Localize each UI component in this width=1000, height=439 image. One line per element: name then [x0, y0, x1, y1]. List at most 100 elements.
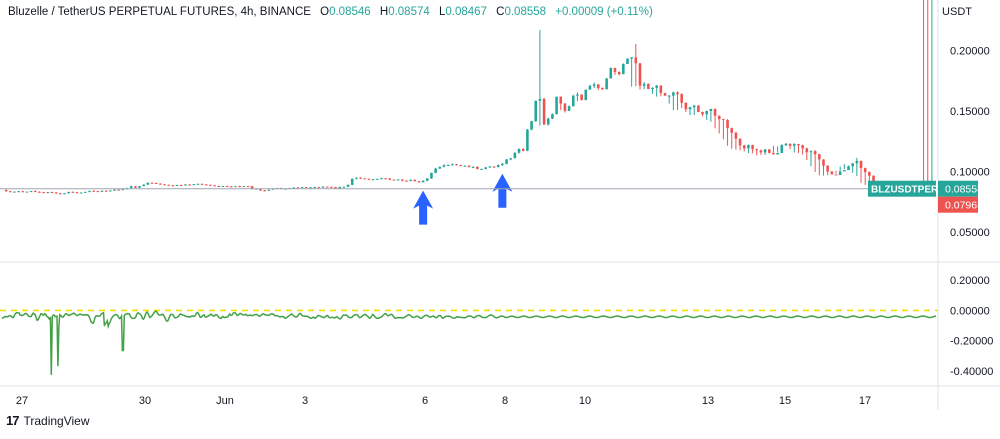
candle-body	[238, 186, 241, 188]
candle-body	[705, 110, 709, 115]
candle-body	[396, 179, 400, 181]
candle-body	[596, 84, 600, 88]
price-tag-value-bg	[938, 180, 978, 197]
candle-body	[767, 149, 771, 153]
candle-body	[355, 177, 358, 179]
candle-body	[809, 151, 813, 153]
candle-body	[263, 190, 266, 192]
candle-body	[826, 165, 829, 172]
candle-body	[8, 191, 12, 193]
candle-body	[863, 168, 867, 172]
candle-body	[4, 190, 8, 192]
candle-body	[463, 165, 467, 167]
candle-body	[784, 143, 788, 146]
price-tag-label: BLZUSDTPERP	[871, 185, 945, 196]
candle-body	[797, 144, 800, 146]
x-tick-label: 10	[579, 395, 591, 407]
candle-body	[217, 186, 221, 188]
candle-body	[571, 95, 575, 107]
candle-body	[855, 160, 859, 164]
x-tick-label: 13	[702, 395, 714, 407]
candle-body	[584, 89, 588, 101]
candle-body	[521, 148, 525, 151]
candle-body	[175, 185, 179, 187]
brand-name: TradingView	[23, 413, 90, 428]
candle-body	[488, 166, 492, 168]
candle-body	[651, 87, 654, 89]
candle-body	[868, 171, 871, 176]
candle-body	[609, 68, 613, 79]
candle-body	[517, 148, 521, 153]
candle-body	[701, 112, 704, 115]
candle-body	[763, 149, 767, 153]
candle-body	[384, 178, 387, 180]
candle-body	[601, 87, 604, 90]
candle-body	[413, 179, 417, 182]
candle-body	[747, 145, 750, 149]
candle-body	[451, 164, 454, 166]
candle-body	[150, 182, 154, 184]
candle-body	[67, 191, 70, 194]
candle-body	[692, 105, 696, 108]
candle-body	[722, 119, 725, 121]
candle-body	[117, 189, 120, 191]
candle-body	[292, 187, 296, 189]
candle-body	[467, 165, 471, 168]
candle-body	[388, 178, 392, 180]
close-label: C	[496, 6, 505, 18]
candle-body	[179, 185, 183, 187]
second-tag-value-bg	[938, 196, 978, 213]
candle-body	[113, 189, 116, 191]
candle-body	[392, 179, 396, 181]
candle-body	[642, 83, 646, 86]
candle-body	[184, 184, 187, 186]
candle-body	[92, 190, 95, 192]
candle-body	[613, 68, 617, 72]
candle-body	[13, 191, 16, 193]
candle-body	[634, 57, 638, 64]
candle-body	[834, 174, 838, 176]
candle-body	[300, 187, 304, 189]
open-label: O	[320, 6, 330, 18]
candle-body	[363, 178, 367, 180]
candle-body	[530, 121, 533, 130]
candle-body	[88, 190, 91, 192]
candle-body	[434, 168, 437, 173]
change-value: +0.00009 (+0.11%)	[555, 6, 653, 18]
candle-body	[129, 186, 133, 188]
candle-body	[338, 186, 342, 189]
candle-body	[259, 188, 262, 191]
candle-body	[542, 98, 546, 125]
high-label: H	[379, 6, 389, 18]
candle-body	[200, 183, 204, 185]
candle-body	[588, 85, 592, 90]
candle-body	[134, 186, 137, 188]
candle-body	[321, 186, 325, 188]
candle-body	[100, 190, 104, 192]
candle-body	[546, 118, 550, 125]
x-tick-label: 3	[302, 395, 308, 407]
candle-body	[667, 95, 671, 97]
candle-body	[513, 152, 517, 159]
candle-body	[79, 192, 83, 194]
candle-body	[526, 129, 529, 151]
candle-body	[84, 191, 87, 193]
candle-body	[446, 164, 450, 166]
candle-body	[851, 163, 854, 167]
candle-body	[822, 159, 825, 166]
currency-label: USDT	[942, 6, 972, 18]
candle-body	[71, 191, 75, 193]
second-tag-value: 0.07965	[945, 200, 983, 212]
main-y-tick-label: 0.10000	[950, 166, 990, 178]
close-value: 0.08558	[504, 6, 547, 18]
candle-body	[772, 152, 775, 155]
candle-body	[317, 187, 321, 189]
arrow-up-icon	[492, 173, 513, 208]
candle-body	[680, 94, 683, 103]
candle-body	[492, 166, 496, 168]
x-tick-label: Jun	[216, 395, 234, 407]
candle-body	[371, 179, 375, 181]
x-tick-label: 27	[16, 395, 28, 407]
candle-body	[751, 145, 754, 150]
